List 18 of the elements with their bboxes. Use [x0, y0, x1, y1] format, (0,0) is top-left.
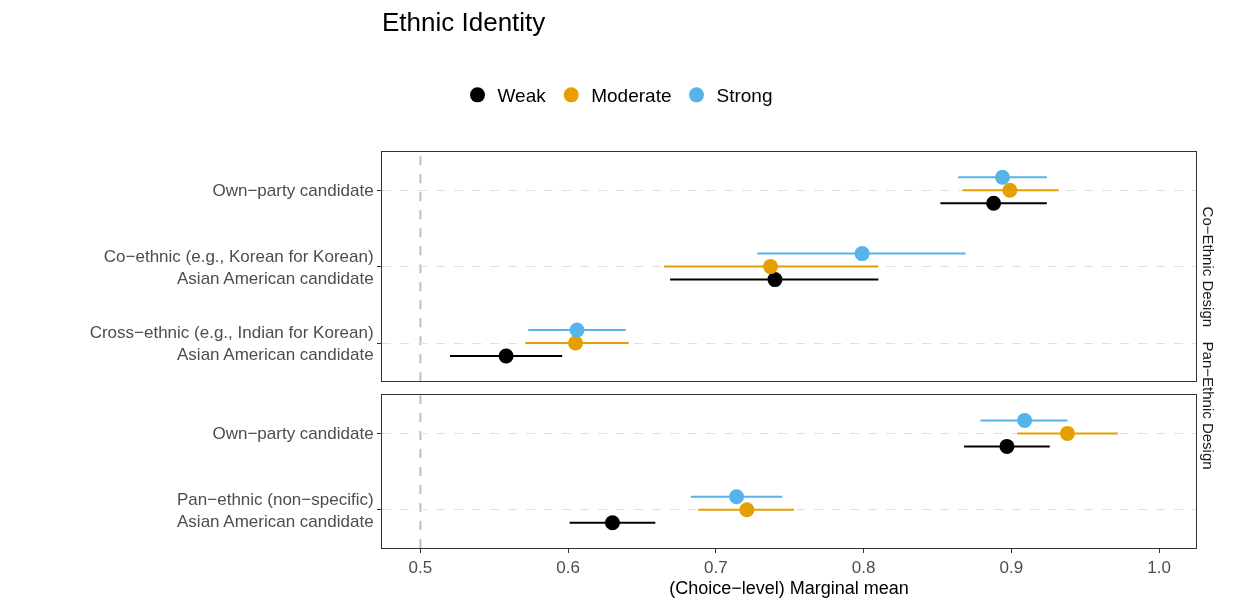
x-tick-label: 1.0 — [1147, 558, 1171, 578]
y-tick-label: Own−party candidate — [212, 424, 374, 444]
y-tick-label: Cross−ethnic (e.g., Indian for Korean) Asian American candidate — [89, 322, 374, 364]
x-tick-label: 0.6 — [556, 558, 580, 578]
x-tick-label: 0.7 — [704, 558, 728, 578]
text: Pan−Ethnic Design — [1199, 341, 1217, 470]
x-axis-title: (Choice−level) Marginal mean — [669, 577, 909, 598]
legend-label: Weak — [497, 85, 547, 107]
x-tick-label: 0.9 — [999, 558, 1024, 578]
y-tick-label: Own−party candidate — [212, 181, 374, 201]
legend-label: Strong — [716, 85, 773, 107]
chart-title: Ethnic Identity — [382, 7, 546, 38]
legend-label: Moderate — [591, 85, 672, 107]
x-tick-label: 0.5 — [408, 558, 433, 578]
x-tick-label: 0.8 — [851, 558, 876, 578]
text: Co−Ethnic Design — [1199, 206, 1217, 328]
y-tick-label: Co−ethnic (e.g., Korean for Korean) Asian American candidate — [103, 246, 374, 288]
y-tick-label: Pan−ethnic (non−specific) Asian American candidate — [177, 489, 374, 531]
